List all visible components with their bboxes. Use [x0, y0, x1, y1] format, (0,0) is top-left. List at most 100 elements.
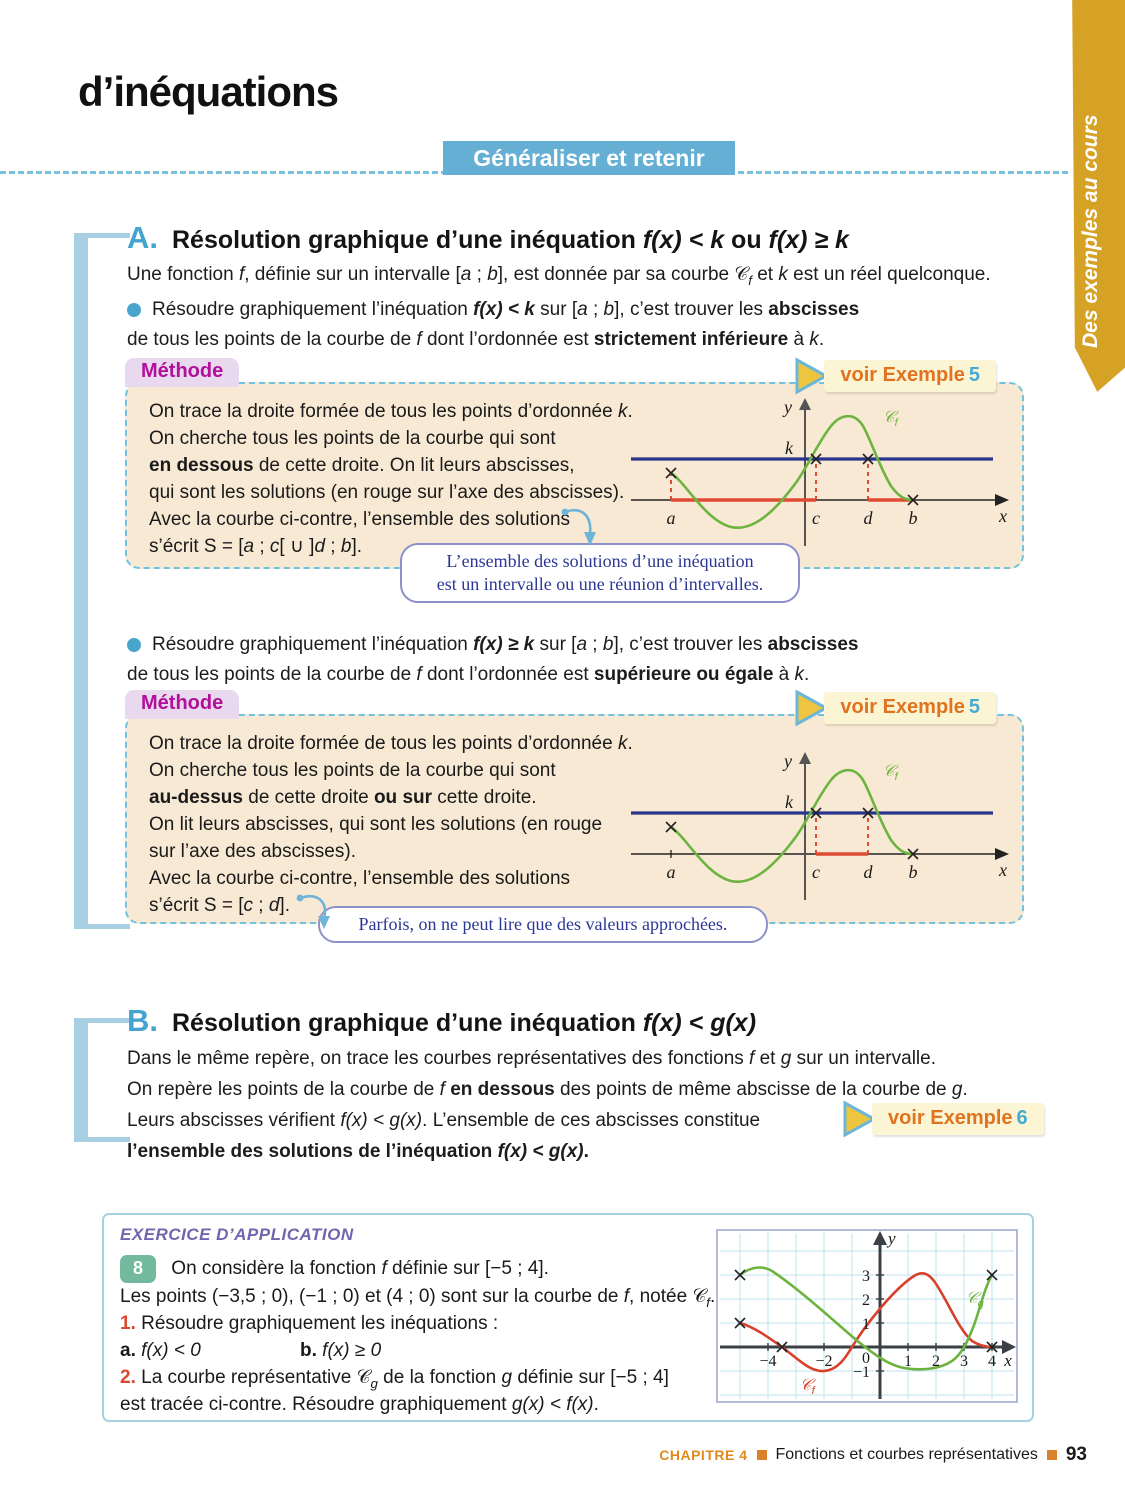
voir-exemple-badge-3: voir Exemple 6: [842, 1100, 1044, 1138]
x-tick: 1: [904, 1353, 912, 1370]
badge-number: 6: [1016, 1107, 1028, 1129]
side-tab: Des exemples au cours: [1072, 0, 1125, 392]
x-tick: −4: [759, 1353, 776, 1370]
bullet-icon: [127, 303, 141, 317]
x-tick: −2: [815, 1353, 832, 1370]
grid-lines: [720, 1233, 1014, 1399]
section-b-line3: Leurs abscisses vérifient f(x) < g(x). L…: [127, 1110, 761, 1131]
exercise-line-1-text: On considère la fonction f définie sur […: [171, 1258, 549, 1279]
cross-marks: [734, 1269, 998, 1353]
section-a-title: Résolution graphique d’une inéquation f(…: [172, 226, 849, 254]
square-icon: [756, 1450, 767, 1460]
section-a-bracket: [74, 233, 130, 929]
exercise-line-1: 8 On considère la fonction f définie sur…: [120, 1255, 549, 1283]
bullet-icon: [127, 638, 141, 652]
section-b-line1: Dans le même repère, on trace les courbe…: [127, 1048, 936, 1069]
chapter-label: CHAPITRE 4: [659, 1447, 748, 1463]
curve-f: [670, 768, 914, 884]
y-tick: 1: [862, 1316, 870, 1333]
bullet2-line2: de tous les points de la courbe de f don…: [127, 664, 810, 685]
method-line: On lit leurs abscisses, qui sont les sol…: [149, 814, 603, 835]
banner-generaliser: Généraliser et retenir: [443, 141, 735, 175]
section-b-bracket: [74, 1018, 130, 1142]
section-b-title: Résolution graphique d’une inéquation f(…: [172, 1009, 757, 1037]
note-line: est un intervalle ou une réunion d’inter…: [436, 574, 764, 594]
method-line: Avec la courbe ci-contre, l’ensemble des…: [149, 868, 571, 889]
bullet1-line2: de tous les points de la courbe de f don…: [127, 329, 825, 350]
c-label: c: [812, 508, 820, 528]
side-tab-label: Des exemples au cours: [1079, 114, 1102, 348]
exercise-header: EXERCICE D’APPLICATION: [120, 1225, 354, 1244]
exercise-graph: −4 −2 0 1 2 3 4 3 2 1 −1 y x 𝒞f 𝒞g: [716, 1229, 1018, 1403]
badge-label: voir Exemple 6: [872, 1103, 1044, 1135]
exercise-box: EXERCICE D’APPLICATION 8 On considère la…: [102, 1213, 1034, 1422]
exercise-line-3: 1. Résoudre graphiquement les inéquation…: [120, 1313, 499, 1334]
y-axis-label: y: [886, 1229, 896, 1248]
cross-marks: [665, 453, 919, 506]
method-line: On cherche tous les points de la courbe …: [149, 760, 556, 781]
x-axis-label: x: [998, 860, 1007, 880]
method-line: sur l’axe des abscisses).: [149, 841, 356, 862]
method-line: s’écrit S = [a ; c[ ∪ ]d ; b].: [149, 536, 363, 557]
curve-f: [670, 414, 914, 530]
method-line: On trace la droite formée de tous les po…: [149, 401, 633, 422]
b-label: b: [909, 508, 918, 528]
y-axis-label: y: [782, 397, 792, 417]
method-label: Méthode: [125, 358, 240, 387]
method-box-2: Méthode voir Exemple 5 On trace la droite…: [125, 689, 1024, 924]
badge-label: voir Exemple 5: [824, 692, 996, 724]
method-1-text: On trace la droite formée de tous les po…: [149, 398, 633, 560]
curve-f: [739, 1271, 993, 1373]
section-a-heading: A. Résolution graphique d’une inéquation…: [127, 220, 849, 256]
exercise-line-2: Les points (−3,5 ; 0), (−1 ; 0) et (4 ; …: [120, 1286, 716, 1310]
method-1-graph: y k a c d b x 𝒞f: [631, 397, 1009, 546]
x-tick: 0: [862, 1350, 870, 1367]
badge-number: 5: [968, 696, 980, 718]
section-b-line2: On repère les points de la courbe de f e…: [127, 1079, 968, 1100]
axis-ticks: [767, 1274, 993, 1372]
section-b-letter: B.: [127, 1003, 158, 1038]
badge-text: voir Exemple: [840, 364, 965, 386]
footer-section-title: Fonctions et courbes représentatives: [775, 1446, 1038, 1463]
y-tick: −1: [853, 1364, 870, 1381]
method-line: qui sont les solutions (en rouge sur l’a…: [149, 482, 625, 503]
exercise-line-5: 2. La courbe représentative 𝒞g de la fon…: [120, 1367, 669, 1391]
a-label: a: [667, 508, 676, 528]
voir-exemple-badge-1: voir Exemple 5: [794, 357, 996, 395]
a-label: a: [667, 862, 676, 882]
x-tick: 2: [932, 1353, 940, 1370]
x-tick: 3: [960, 1353, 968, 1370]
b-label: b: [909, 862, 918, 882]
connector-arrow: [561, 508, 596, 546]
page-title: d’inéquations: [78, 68, 339, 115]
k-label: k: [785, 792, 794, 812]
note-line: L’ensemble des solutions d’une inéquatio…: [446, 551, 754, 571]
method-box-1: Méthode voir Exemple 5 On trace la droite…: [125, 357, 1024, 569]
bullet2-line1: Résoudre graphiquement l’inéquation f(x)…: [152, 634, 859, 655]
method-line: au-dessus de cette droite ou sur cette d…: [149, 787, 537, 808]
note-line: Parfois, on ne peut lire que des valeurs…: [358, 914, 728, 934]
bullet-item: Résoudre graphiquement l’inéquation f(x)…: [127, 632, 1027, 658]
method-line: Avec la courbe ci-contre, l’ensemble des…: [149, 509, 571, 530]
section-b-heading: B. Résolution graphique d’une inéquation…: [127, 1003, 756, 1039]
badge-number: 5: [968, 364, 980, 386]
y-tick: 3: [862, 1268, 870, 1285]
k-label: k: [785, 438, 794, 458]
voir-exemple-badge-2: voir Exemple 5: [794, 689, 996, 727]
badge-text: voir Exemple: [888, 1107, 1013, 1129]
d-label: d: [864, 862, 874, 882]
d-label: d: [864, 508, 874, 528]
method-line: On cherche tous les points de la courbe …: [149, 428, 556, 449]
exercise-line-4a: a. f(x) < 0: [120, 1340, 201, 1361]
exercise-line-4b: b. f(x) ≥ 0: [300, 1340, 382, 1361]
section-a-letter: A.: [127, 220, 158, 255]
curve-f-label: 𝒞f: [883, 409, 899, 429]
section-b-line4: l’ensemble des solutions de l’inéquation…: [127, 1141, 589, 1162]
section-a-intro: Une fonction f, définie sur un intervall…: [127, 264, 991, 288]
note-bubble-2: Parfois, on ne peut lire que des valeurs…: [318, 906, 768, 943]
page-footer: CHAPITRE 4 Fonctions et courbes représen…: [659, 1444, 1087, 1466]
method-2-text: On trace la droite formée de tous les po…: [149, 730, 633, 919]
bullet-item: Résoudre graphiquement l’inéquation f(x)…: [127, 297, 1027, 323]
cross-marks: [665, 807, 919, 860]
x-tick: 4: [988, 1353, 996, 1370]
